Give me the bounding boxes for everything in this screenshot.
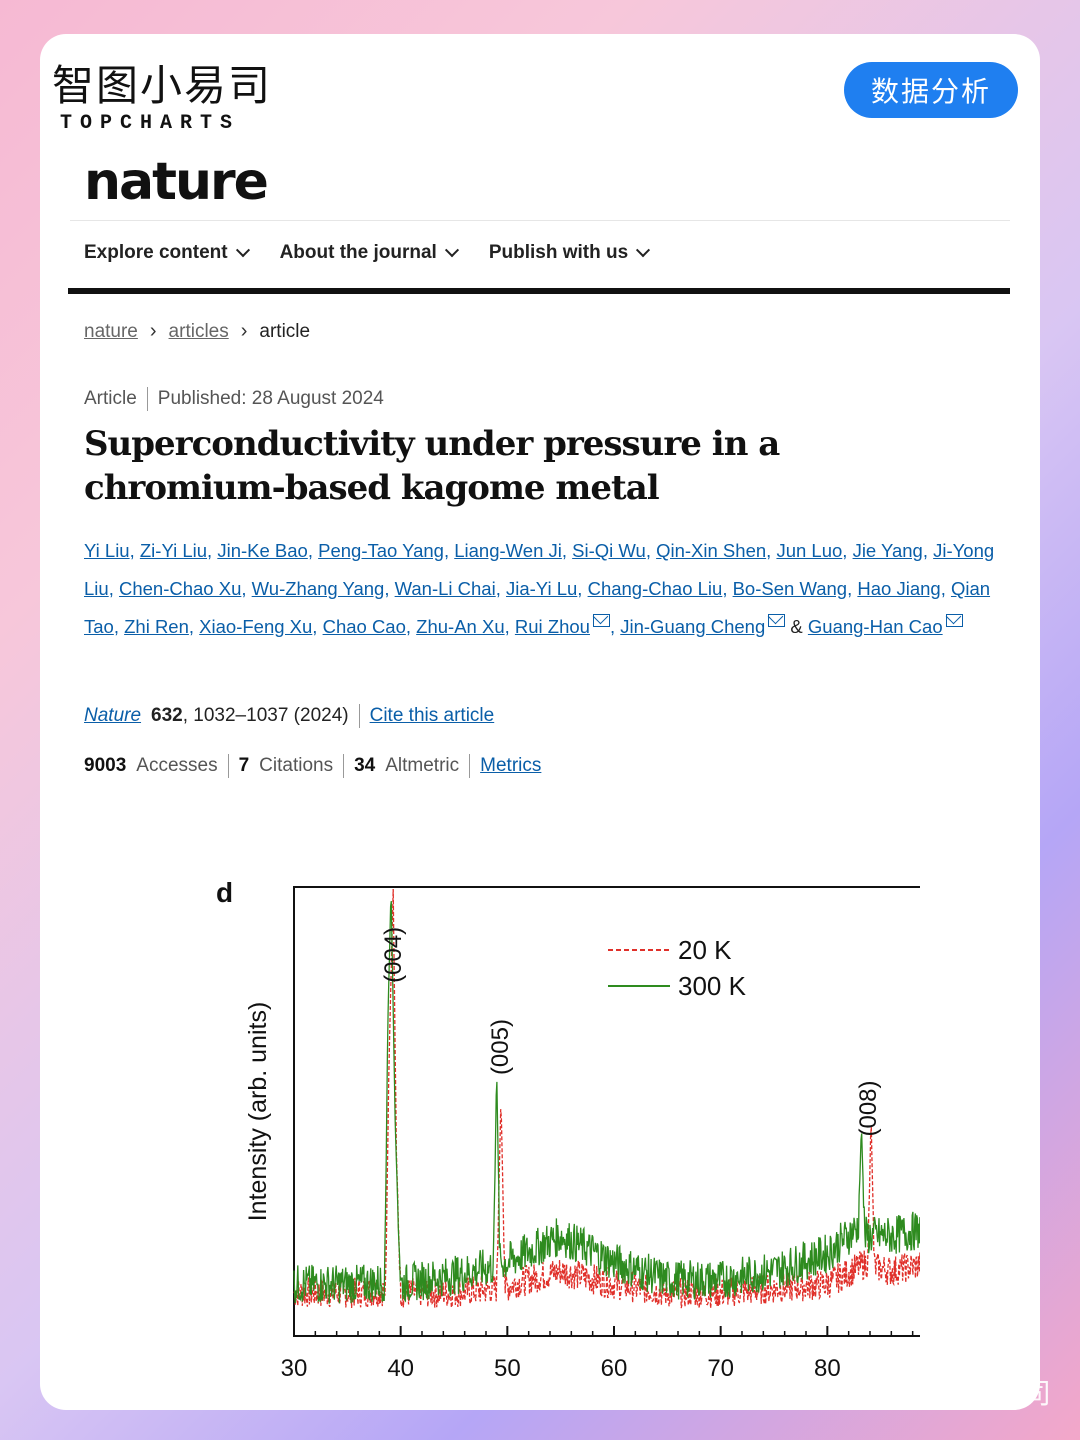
x-tick-label: 40 [387, 1355, 414, 1382]
data-analysis-button[interactable]: 数据分析 [844, 62, 1018, 118]
breadcrumb-nature[interactable]: nature [84, 320, 138, 342]
journal-link[interactable]: Nature [84, 705, 142, 726]
author-link[interactable]: Qian Tao [84, 578, 991, 637]
divider [227, 754, 229, 778]
author-link[interactable]: Bo-Sen Wang [732, 578, 848, 599]
author-link[interactable]: Wan-Li Chai [394, 578, 496, 599]
page-card: 智图小易司 TOPCHARTS 数据分析 nature Explore cont… [40, 34, 1040, 1410]
nature-logo[interactable]: nature [84, 152, 269, 212]
peak-annotation: (004) [380, 927, 407, 983]
x-tick-label: 50 [494, 1355, 521, 1382]
author-list: Yi Liu, Zi-Yi Liu, Jin-Ke Bao, Peng-Tao … [84, 540, 995, 637]
author-link[interactable]: Si-Qi Wu [572, 540, 646, 561]
altmetric-label: Altmetric [385, 755, 460, 776]
author-link[interactable]: Chang-Chao Liu [587, 578, 723, 599]
mail-icon[interactable] [592, 614, 610, 627]
chevron-down-icon [444, 243, 459, 258]
volume: 632 [151, 705, 183, 726]
divider [469, 754, 471, 778]
author-conjunction: & [790, 616, 803, 637]
author-link[interactable]: Rui Zhou [514, 616, 590, 637]
x-axis-label: 2θ (°) [582, 1384, 646, 1386]
x-tick-label: 70 [707, 1355, 734, 1382]
breadcrumb-current: article [259, 320, 311, 342]
nav-about-journal[interactable]: About the journal [279, 242, 459, 264]
author-link[interactable]: Zhu-An Xu [416, 616, 505, 637]
breadcrumb: nature › articles › article [84, 320, 310, 343]
mail-icon[interactable] [768, 614, 786, 627]
xrd-chart: 304050607080902θ (°)Intensity (arb. unit… [216, 877, 947, 1410]
peak-annotation: (005) [487, 1019, 514, 1075]
pages-year: , 1032–1037 (2024) [182, 705, 349, 726]
accesses-label: Accesses [136, 755, 218, 776]
nav-label: Publish with us [488, 242, 629, 263]
legend-label: 300 K [678, 971, 747, 1001]
nav-divider [68, 288, 1010, 294]
author-link[interactable]: Guang-Han Cao [807, 616, 943, 637]
author-link[interactable]: Wu-Zhang Yang [251, 578, 385, 599]
article-title: Superconductivity under pressure in a ch… [84, 424, 780, 508]
author-link[interactable]: Zi-Yi Liu [139, 540, 208, 561]
brand-name-cn: 智图小易司 [52, 61, 273, 110]
nav-label: About the journal [279, 242, 437, 263]
author-link[interactable]: Liang-Wen Ji [454, 540, 562, 561]
peak-annotation: (008) [855, 1080, 882, 1136]
chevron-down-icon [235, 243, 250, 258]
author-link[interactable]: Jie Yang [852, 540, 923, 561]
breadcrumb-articles[interactable]: articles [168, 320, 229, 342]
author-link[interactable]: Jun Luo [776, 540, 843, 561]
mail-icon[interactable] [945, 614, 963, 627]
published-date: Published: 28 August 2024 [157, 388, 384, 409]
author-link[interactable]: Jin-Ke Bao [217, 540, 308, 561]
article-type: Article [84, 388, 137, 409]
y-axis-label: Intensity (arb. units) [244, 1002, 272, 1222]
x-tick-label: 80 [814, 1355, 841, 1382]
author-link[interactable]: Peng-Tao Yang [318, 540, 444, 561]
divider [146, 387, 148, 411]
x-tick-label: 30 [281, 1355, 308, 1382]
divider [343, 754, 345, 778]
author-link[interactable]: Xiao-Feng Xu [199, 616, 313, 637]
legend-label: 20 K [678, 935, 732, 965]
series-line-300k [293, 901, 935, 1304]
accesses-value: 9003 [84, 755, 127, 776]
chevron-right-icon: › [149, 320, 157, 342]
author-link[interactable]: Qin-Xin Shen [656, 540, 767, 561]
author-link[interactable]: Jia-Yi Lu [506, 578, 578, 599]
altmetric-value: 34 [354, 755, 376, 776]
author-link[interactable]: Chen-Chao Xu [118, 578, 242, 599]
author-link[interactable]: Yi Liu [84, 540, 130, 561]
series-line-20k [293, 888, 935, 1310]
brand-name-en: TOPCHARTS [60, 112, 241, 135]
chevron-down-icon [636, 243, 651, 258]
citations-value: 7 [238, 755, 250, 776]
divider [358, 704, 360, 728]
main-nav: Explore content About the journal Publis… [84, 242, 651, 264]
nav-explore-content[interactable]: Explore content [84, 242, 250, 264]
metrics-link[interactable]: Metrics [480, 755, 542, 776]
author-link[interactable]: Chao Cao [322, 616, 406, 637]
cite-this-article-link[interactable]: Cite this article [369, 705, 495, 726]
chevron-right-icon: › [240, 320, 248, 342]
nav-label: Explore content [84, 242, 228, 263]
author-link[interactable]: Jin-Guang Cheng [620, 616, 766, 637]
panel-label: d [216, 877, 233, 908]
brand-logo: 智图小易司 TOPCHARTS [52, 61, 273, 136]
article-metrics: 9003 Accesses 7 Citations 34 Altmetric M… [84, 754, 541, 778]
nav-publish-with-us[interactable]: Publish with us [488, 242, 651, 264]
citation-line: Nature 632, 1032–1037 (2024) Cite this a… [84, 704, 494, 728]
zhihu-watermark: 知乎 @智图小易司 [810, 1377, 1052, 1410]
header-divider [70, 220, 1010, 221]
citations-label: Citations [259, 755, 334, 776]
article-meta: Article Published: 28 August 2024 [84, 387, 384, 411]
author-link[interactable]: Hao Jiang [857, 578, 941, 599]
x-tick-label: 60 [601, 1355, 628, 1382]
xrd-figure: 304050607080902θ (°)Intensity (arb. unit… [160, 806, 947, 1410]
author-link[interactable]: Ji-Yong Liu [84, 540, 995, 599]
author-link[interactable]: Zhi Ren [124, 616, 189, 637]
